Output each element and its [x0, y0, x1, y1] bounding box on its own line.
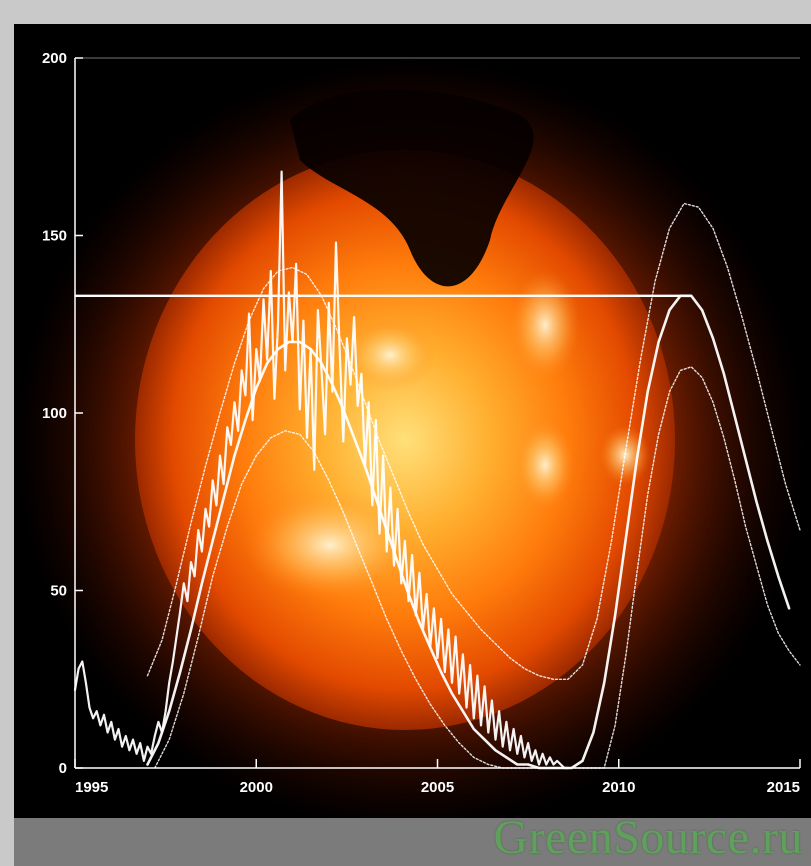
active-region	[510, 270, 580, 380]
y-tick-label: 200	[42, 50, 67, 67]
solar-corona-background	[15, 60, 805, 818]
y-tick-label: 150	[42, 228, 67, 245]
x-tick-label: 2015	[767, 779, 800, 796]
series-line-observed-jagged	[73, 170, 570, 770]
x-tick-label: 2000	[240, 779, 273, 796]
watermark-band: GreenSource.ru	[14, 814, 811, 866]
y-tick-label: 0	[59, 760, 67, 777]
x-tick-label: 1995	[75, 779, 108, 796]
y-tick-label: 100	[42, 405, 67, 422]
y-tick-label: 50	[50, 583, 67, 600]
active-region	[245, 490, 415, 600]
chart-axes: 0 50 100 150 200 1995 2000 2005 2010 2015	[42, 50, 801, 796]
coronal-hole	[290, 89, 534, 287]
series-line-fit-upper	[146, 202, 801, 680]
active-region	[515, 420, 575, 510]
series-layer	[73, 170, 801, 770]
watermark-text: GreenSource.ru	[493, 811, 803, 864]
active-region	[345, 320, 435, 390]
x-tick-label: 2005	[421, 779, 454, 796]
series-line-fit-main	[146, 294, 791, 770]
series-line-fit-lower	[154, 366, 801, 769]
x-tick-label: 2010	[602, 779, 635, 796]
